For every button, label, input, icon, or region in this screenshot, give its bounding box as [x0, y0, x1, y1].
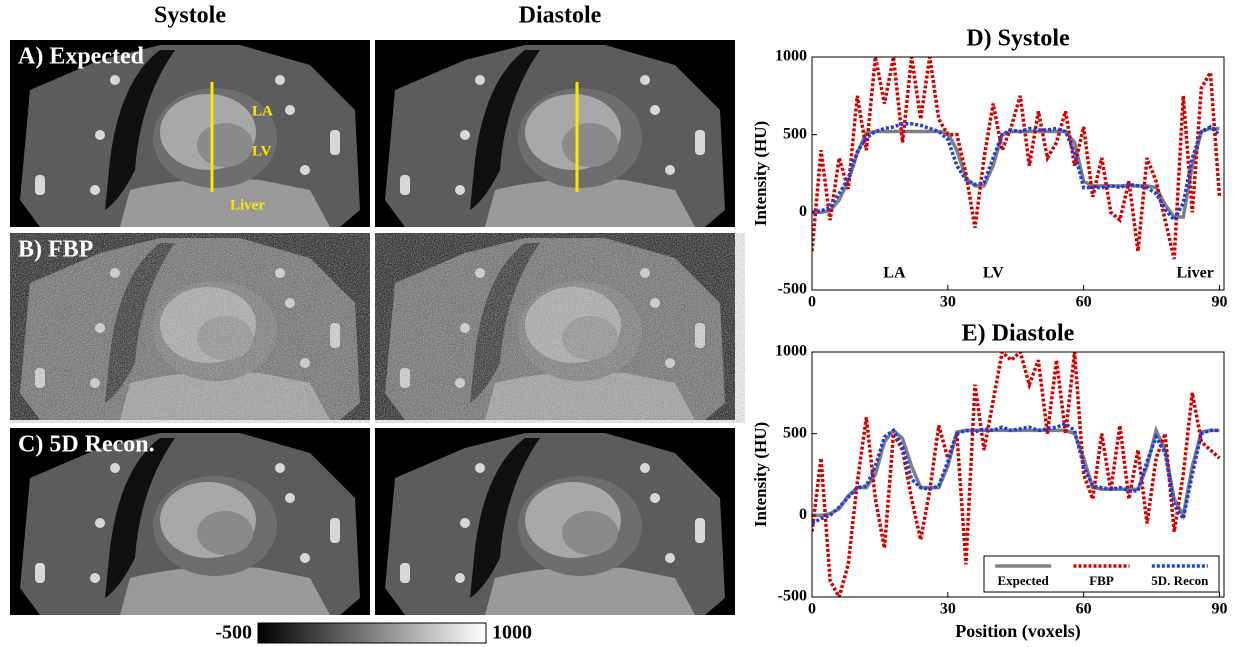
panel-c-diastole [375, 428, 735, 615]
x-tick-label: 90 [1211, 294, 1227, 311]
x-tick-label: 0 [808, 601, 816, 618]
x-axis-label: Position (voxels) [955, 621, 1081, 642]
x-tick-label: 0 [808, 294, 816, 311]
legend-label: Expected [998, 573, 1050, 588]
y-tick-label: -500 [778, 281, 807, 298]
series-line [812, 122, 1221, 224]
row-label: C) 5D Recon. [18, 432, 155, 458]
y-axis-label: Intensity (HU) [751, 121, 770, 226]
annotation: LV [252, 143, 272, 159]
annotation: LV [983, 265, 1004, 282]
panel-b-systole [10, 233, 370, 423]
x-tick-label: 30 [940, 294, 956, 311]
y-tick-label: 1000 [775, 48, 807, 65]
x-tick-label: 90 [1211, 601, 1227, 618]
axes-box [811, 56, 1225, 291]
x-tick-label: 60 [1076, 294, 1092, 311]
colorbar-min: -500 [215, 622, 252, 644]
row-label: A) Expected [18, 44, 145, 70]
y-tick-label: 1000 [775, 343, 807, 360]
legend-box [983, 555, 1220, 593]
annotation: Liver [1176, 265, 1213, 282]
annotation: LA [252, 103, 273, 119]
axes-box [811, 351, 1225, 598]
annotation: LA [883, 265, 906, 282]
row-label: B) FBP [18, 237, 93, 263]
colorbar [257, 622, 487, 644]
series-line [812, 57, 1222, 260]
y-tick-label: 0 [799, 506, 807, 523]
column-title: Systole [154, 3, 226, 29]
column-title: Diastole [519, 3, 602, 29]
y-axis-label: Intensity (HU) [751, 422, 770, 527]
y-tick-label: 0 [799, 203, 807, 220]
y-tick-label: 500 [783, 125, 807, 142]
colorbar-max: 1000 [492, 622, 532, 644]
y-tick-label: 500 [783, 424, 807, 441]
x-tick-label: 30 [940, 601, 956, 618]
annotation: Liver [230, 197, 265, 213]
chart-title: D) Systole [966, 26, 1070, 52]
panel-a-diastole [375, 40, 735, 227]
x-tick-label: 60 [1076, 601, 1092, 618]
series-line [812, 126, 1220, 219]
series-line [812, 421, 1220, 526]
legend-label: FBP [1089, 573, 1114, 588]
panel-b-diastole [375, 233, 745, 423]
series-line [812, 352, 1221, 597]
y-tick-label: -500 [778, 588, 807, 605]
legend-label: 5D. Recon [1151, 573, 1209, 588]
chart-title: E) Diastole [962, 321, 1075, 347]
